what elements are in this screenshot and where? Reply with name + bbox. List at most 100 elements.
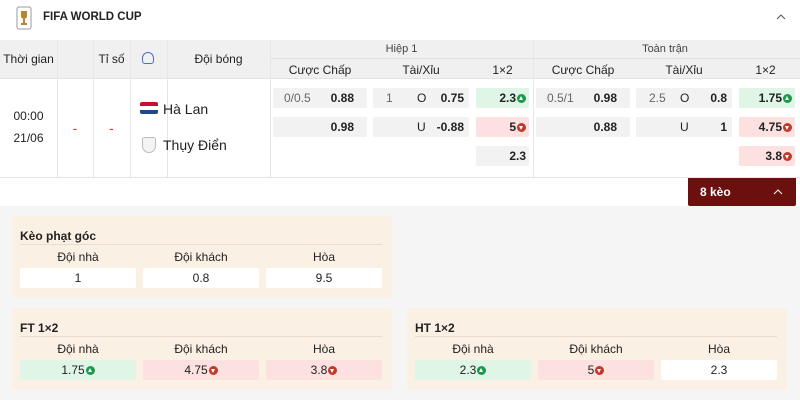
- team-icon: [142, 52, 154, 64]
- sub-header: 1×2: [492, 63, 513, 77]
- odds-cell[interactable]: 1.75: [20, 360, 136, 380]
- odds-cell[interactable]: 4.75: [143, 360, 259, 380]
- odds-value: 4.75: [758, 120, 782, 134]
- trend-arrow: [783, 123, 792, 132]
- panel-divider: [20, 336, 382, 337]
- score: -: [72, 120, 78, 136]
- panel-label: Đội khách: [174, 250, 228, 264]
- odds-cell[interactable]: [636, 117, 732, 137]
- odds-value: 5: [587, 363, 595, 377]
- trend-arrow: [783, 94, 792, 103]
- odds-value: 9.5: [315, 271, 333, 285]
- panel-title: FT 1×2: [20, 321, 59, 335]
- trend-arrow: [595, 366, 605, 375]
- column-border: [270, 40, 271, 177]
- handicap-line: 0.5/1: [547, 91, 574, 105]
- odds-cell[interactable]: [273, 117, 367, 137]
- odds-cell[interactable]: [739, 117, 795, 137]
- odds-cell[interactable]: 2.3: [661, 360, 777, 380]
- odds-cell[interactable]: [636, 88, 732, 108]
- trophy-icon: [16, 6, 32, 30]
- odds-value: 2.3: [499, 91, 516, 105]
- team-name: Hà Lan: [163, 101, 209, 117]
- odds-value: 1.75: [758, 91, 782, 105]
- column-header: Hiệp 1: [385, 43, 418, 55]
- sub-header: Cược Chấp: [551, 63, 615, 77]
- column-header: Tỉ số: [98, 52, 125, 66]
- odds-cell[interactable]: [476, 117, 529, 137]
- trend-arrow: [477, 366, 487, 375]
- trend-arrow: [783, 152, 792, 161]
- odds-cell[interactable]: [739, 88, 795, 108]
- odds-cell[interactable]: 2.3: [415, 360, 531, 380]
- flag: [140, 102, 158, 114]
- more-button-label: 8 kèo: [700, 185, 731, 199]
- odds-value-wrap: 2.3: [476, 149, 526, 163]
- sub-header: Tài/Xỉu: [402, 63, 440, 77]
- odds-cell[interactable]: [536, 117, 630, 137]
- odds-value: 3.8: [310, 363, 328, 377]
- panel-label: Đội nhà: [57, 342, 99, 356]
- odds-value: 2.3: [509, 149, 526, 163]
- odds-cell[interactable]: 5: [538, 360, 654, 380]
- column-border: [533, 40, 534, 177]
- trend-arrow: [517, 94, 526, 103]
- trend-arrow: [517, 123, 526, 132]
- panel-label: Đội nhà: [452, 342, 494, 356]
- row-border: [0, 177, 800, 178]
- odds-cell[interactable]: 3.8: [266, 360, 382, 380]
- trend-arrow: [328, 366, 338, 375]
- over-under-side: O: [680, 91, 690, 105]
- panel-label: Hòa: [312, 250, 335, 264]
- odds-value: 2.3: [459, 363, 477, 377]
- odds-cell[interactable]: [536, 88, 630, 108]
- odds-value-wrap: 5: [476, 120, 526, 134]
- league-title: FIFA WORLD CUP: [43, 11, 142, 23]
- handicap-line: 0/0.5: [284, 91, 311, 105]
- panel-title: Kèo phạt góc: [20, 229, 97, 243]
- odds-value: 5: [509, 120, 516, 134]
- panel-label: Hòa: [312, 342, 335, 356]
- odds-value: 1: [720, 120, 727, 134]
- column-border: [533, 58, 800, 59]
- collapse-button[interactable]: [775, 12, 787, 22]
- sub-header: 1×2: [755, 63, 776, 77]
- odds-value: 0.98: [593, 91, 617, 105]
- odds-cell[interactable]: [273, 88, 367, 108]
- odds-cell[interactable]: [476, 88, 529, 108]
- odds-cell[interactable]: [739, 146, 795, 166]
- column-border: [130, 40, 131, 177]
- panel-divider: [415, 336, 777, 337]
- match-time: 00:00: [13, 109, 44, 123]
- panel-title: HT 1×2: [415, 321, 455, 335]
- odds-cell[interactable]: [373, 117, 469, 137]
- odds-value-wrap: 3.8: [739, 149, 792, 163]
- odds-value: 2.3: [710, 363, 728, 377]
- odds-value-wrap: 2.3: [476, 91, 526, 105]
- panel-label: Hòa: [707, 342, 730, 356]
- total-line: 1: [386, 91, 393, 105]
- over-under-side: O: [417, 91, 427, 105]
- shield-icon: [142, 137, 156, 153]
- odds-value: 1.75: [61, 363, 85, 377]
- odds-value: 1: [74, 271, 82, 285]
- odds-cell[interactable]: 0.8: [143, 268, 259, 288]
- trend-arrow: [85, 366, 95, 375]
- odds-cell[interactable]: [476, 146, 529, 166]
- match-date: 21/06: [13, 131, 44, 145]
- panel-label: Đội khách: [174, 342, 228, 356]
- odds-cell[interactable]: 1: [20, 268, 136, 288]
- odds-value: 0.75: [440, 91, 464, 105]
- odds-cell[interactable]: 9.5: [266, 268, 382, 288]
- odds-value: -0.88: [436, 120, 464, 134]
- column-header: Đội bóng: [194, 52, 243, 66]
- chevron-icon: [773, 189, 783, 195]
- odds-cell[interactable]: [373, 88, 469, 108]
- sub-header: Cược Chấp: [288, 63, 352, 77]
- more-button[interactable]: 8 kèo: [688, 178, 796, 206]
- panel-divider: [20, 244, 382, 245]
- odds-value: 3.8: [765, 149, 782, 163]
- odds-value-wrap: 4.75: [739, 120, 792, 134]
- column-border: [93, 40, 94, 177]
- team-name: Thụy Điển: [163, 137, 227, 153]
